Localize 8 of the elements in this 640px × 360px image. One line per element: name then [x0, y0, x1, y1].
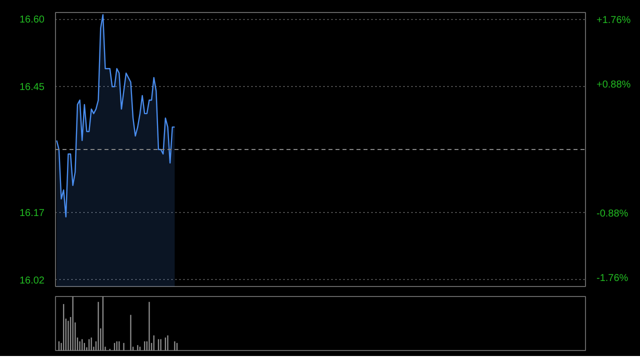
y-tick-label: 16.60: [19, 14, 45, 26]
y-tick-label: 16.45: [19, 82, 45, 94]
y2-tick-label: -1.76%: [596, 272, 628, 284]
y2-tick-label: -0.88%: [596, 208, 628, 220]
y2-tick-label: +1.76%: [596, 15, 631, 26]
y-tick-label: 16.17: [19, 208, 45, 219]
y2-tick-label: +0.88%: [596, 80, 631, 91]
y-tick-label: 16.02: [19, 275, 45, 286]
